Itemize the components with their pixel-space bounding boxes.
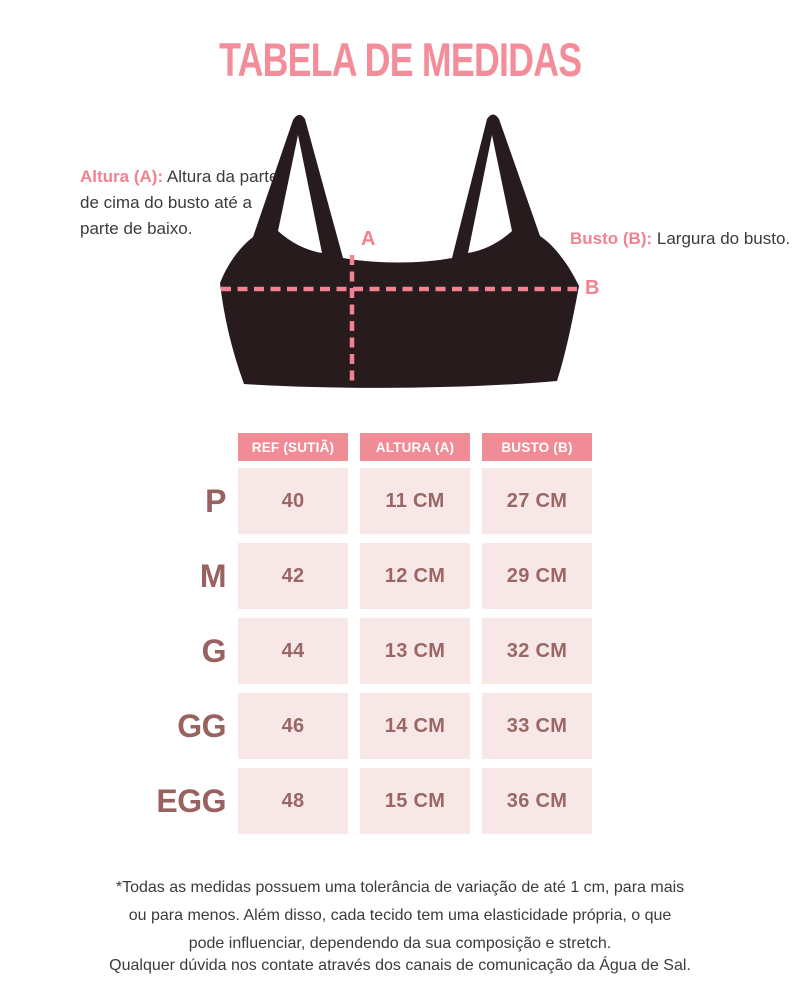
measurements-table: REF (SUTIÃ) ALTURA (A) BUSTO (B) P 40 11… [156, 433, 592, 843]
page-title-text: TABELA DE MEDIDAS [218, 33, 582, 86]
table-row: GG 46 14 CM 33 CM [160, 693, 592, 759]
altura-value: 12 CM [360, 543, 470, 609]
header-spacer [160, 433, 226, 461]
tolerance-footnote: *Todas as medidas possuem uma tolerância… [115, 879, 685, 952]
altura-definition: Altura (A): Altura da parte de cima do b… [80, 164, 282, 242]
ref-value: 40 [238, 468, 348, 534]
size-label: EGG [156, 782, 226, 819]
table-row: P 40 11 CM 27 CM [160, 468, 592, 534]
size-label: P [205, 482, 226, 519]
table-header-row: REF (SUTIÃ) ALTURA (A) BUSTO (B) [160, 433, 592, 461]
busto-value: 32 CM [482, 618, 592, 684]
altura-description: Altura da parte de cima do busto até a p… [80, 167, 279, 238]
bra-silhouette [220, 114, 579, 388]
altura-value: 11 CM [360, 468, 470, 534]
busto-definition: Busto (B): Largura do busto. [570, 229, 800, 249]
altura-value: 15 CM [360, 768, 470, 834]
page-title: TABELA DE MEDIDAS [0, 32, 800, 87]
size-label: GG [177, 707, 226, 744]
marker-a: A [361, 228, 376, 250]
altura-value: 14 CM [360, 693, 470, 759]
ref-value: 48 [238, 768, 348, 834]
ref-value: 46 [238, 693, 348, 759]
busto-description: Largura do busto. [656, 229, 791, 248]
header-altura: ALTURA (A) [360, 433, 470, 461]
busto-label: Busto (B): [570, 229, 653, 248]
table-row: M 42 12 CM 29 CM [160, 543, 592, 609]
ref-value: 42 [238, 543, 348, 609]
contact-note: Qualquer dúvida nos contate através dos … [109, 957, 691, 974]
busto-value: 27 CM [482, 468, 592, 534]
busto-value: 29 CM [482, 543, 592, 609]
table-row: G 44 13 CM 32 CM [160, 618, 592, 684]
busto-value: 36 CM [482, 768, 592, 834]
header-busto: BUSTO (B) [482, 433, 592, 461]
size-label: M [199, 557, 227, 594]
bra-illustration [220, 114, 579, 388]
size-label: G [201, 632, 227, 669]
ref-value: 44 [238, 618, 348, 684]
header-ref: REF (SUTIÃ) [238, 433, 348, 461]
altura-label: Altura (A): [80, 167, 164, 186]
table-row: EGG 48 15 CM 36 CM [156, 768, 592, 834]
altura-value: 13 CM [360, 618, 470, 684]
marker-b: B [585, 277, 600, 299]
busto-value: 33 CM [482, 693, 592, 759]
